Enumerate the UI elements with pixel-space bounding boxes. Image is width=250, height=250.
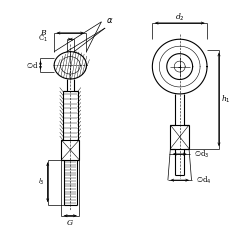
Text: $l_3$: $l_3$ bbox=[38, 177, 45, 187]
Text: C$_1$: C$_1$ bbox=[38, 34, 48, 44]
Text: G: G bbox=[67, 219, 73, 227]
Text: h$_1$: h$_1$ bbox=[221, 94, 231, 105]
Text: $\alpha$: $\alpha$ bbox=[106, 16, 114, 25]
Text: B: B bbox=[40, 29, 46, 37]
Text: d$_2$: d$_2$ bbox=[175, 11, 184, 22]
Text: $\varnothing$d: $\varnothing$d bbox=[26, 60, 39, 70]
Text: $\varnothing$d$_3$: $\varnothing$d$_3$ bbox=[194, 148, 209, 160]
Text: $\varnothing$d$_4$: $\varnothing$d$_4$ bbox=[196, 174, 212, 186]
